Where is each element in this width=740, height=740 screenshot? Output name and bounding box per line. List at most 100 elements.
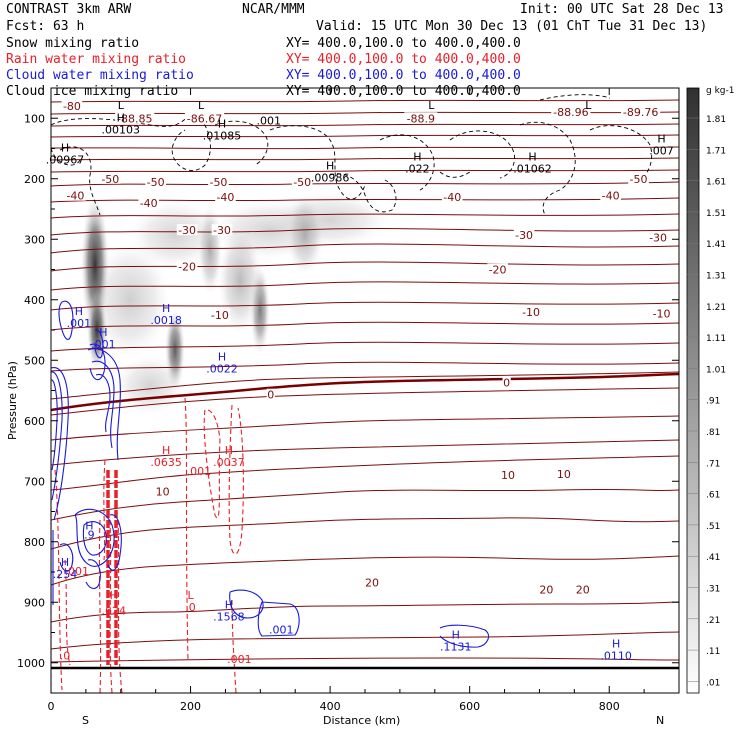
- contour-label-bg: [176, 224, 198, 236]
- contour-label-bg: [539, 583, 554, 595]
- model-title: CONTRAST 3km ARW: [6, 2, 131, 17]
- contour-label-bg: [621, 106, 661, 118]
- south-label: S: [82, 714, 89, 727]
- colorbar-label: 1.21: [706, 303, 726, 313]
- temperature-contour-label: -50: [293, 176, 311, 189]
- temperature-contour-label: -89.76: [623, 106, 658, 119]
- temperature-contour-label: -30: [213, 224, 231, 237]
- colorbar-label: .11: [706, 647, 720, 657]
- contour-label-bg: [404, 112, 438, 124]
- colorbar-label: .61: [706, 491, 720, 501]
- temperature-contour-label: -88.96: [553, 106, 588, 119]
- contour-label-bg: [647, 231, 669, 243]
- freezing-level-contour: [51, 372, 679, 412]
- axes: 0 200 400 600 800100200300400500600700800900…: [17, 87, 680, 713]
- temperature-contour-label: -80: [63, 100, 81, 113]
- colorbar-label: 1.51: [706, 209, 726, 219]
- temperature-contour-label: -50: [630, 173, 648, 186]
- contour-label-bg: [100, 172, 121, 184]
- x-tick-label: 200: [180, 700, 201, 713]
- contour-annotation: .001: [227, 653, 252, 666]
- field-name: Cloud water mixing ratio: [6, 68, 194, 83]
- y-tick-label: 400: [24, 294, 45, 307]
- temperature-contour-label: -50: [209, 176, 227, 189]
- colorbar-label: .91: [706, 397, 720, 407]
- field-section: XY= 400.0,100.0 to 400.0,400.0: [286, 68, 521, 83]
- colorbar-label: .01: [706, 678, 720, 688]
- contour-label-bg: [551, 106, 591, 118]
- contour-annotation: .9: [84, 529, 95, 542]
- temperature-contour-label: -40: [216, 191, 234, 204]
- colorbar-label: .51: [706, 522, 720, 532]
- north-label: N: [656, 714, 664, 727]
- extremum-marker: L: [585, 99, 592, 112]
- y-tick-label: 600: [24, 415, 45, 428]
- y-tick-label: 700: [24, 475, 45, 488]
- temperature-contour-label: -40: [443, 191, 461, 204]
- y-axis-title: Pressure (hPa): [6, 361, 19, 440]
- colorbar-label: 1.61: [706, 178, 726, 188]
- cloud-water-contours: [51, 300, 490, 648]
- field-name: Snow mixing ratio: [6, 36, 139, 51]
- org-label: NCAR/MMM: [242, 2, 305, 17]
- temperature-labels: -80 -88.85 -86.67 -88.9 -88.96 -89.76 -50 -50 -5…: [61, 100, 672, 597]
- cloud-ice-contours: [51, 94, 653, 216]
- contour-label-bg: [556, 467, 572, 479]
- extremum-marker: H: [218, 350, 226, 363]
- extremum-value: .00103: [102, 123, 141, 136]
- contour-label-bg: [155, 485, 170, 497]
- extremum-value: .254: [53, 568, 78, 581]
- colorbar-label: 1.41: [706, 240, 726, 250]
- temperature-contour-label: -30: [649, 231, 667, 244]
- extremum-marker: H: [225, 598, 233, 611]
- extremum-marker: H: [218, 117, 226, 130]
- temperature-contour-label: 10: [557, 468, 571, 481]
- contour-label-bg: [628, 172, 649, 184]
- temperature-contour-label: -10: [522, 306, 540, 319]
- contour-annotation: .001: [65, 565, 90, 578]
- extremum-marker: H: [85, 520, 93, 533]
- extremum-value: .0110: [600, 650, 632, 663]
- forecast-hour: Fcst: 63 h: [6, 19, 84, 34]
- contour-label-bg: [513, 229, 535, 241]
- temperature-contour-label: 10: [156, 486, 170, 499]
- y-tick-label: 1000: [17, 657, 45, 670]
- contour-label-bg: [145, 175, 166, 187]
- colorbar-label: .41: [706, 553, 720, 563]
- contour-label-bg: [487, 263, 508, 275]
- contour-label-bg: [184, 112, 225, 124]
- y-tick-label: 300: [24, 233, 45, 246]
- x-tick-label: 800: [599, 700, 620, 713]
- contour-annotation: .624: [102, 604, 127, 617]
- extremum-value: .1568: [213, 610, 245, 623]
- colorbar-label: .81: [706, 428, 720, 438]
- contour-label-bg: [215, 190, 236, 202]
- x-tick-label: 0: [48, 700, 55, 713]
- extremum-value: .001: [91, 338, 116, 351]
- field-name: Rain water mixing ratio: [6, 52, 186, 67]
- contour-label-bg: [61, 100, 83, 112]
- field-name: Cloud ice mixing ratio: [6, 84, 178, 99]
- init-time: Init: 00 UTC Sat 28 Dec 13: [520, 2, 724, 17]
- colorbar-label: 1.01: [706, 365, 726, 375]
- temperature-contour-label: 20: [576, 584, 590, 597]
- y-tick-label: 900: [24, 596, 45, 609]
- temperature-contour-label: -40: [140, 197, 158, 210]
- y-tick-label: 800: [24, 536, 45, 549]
- contour-annotation: .0: [60, 650, 71, 663]
- extremum-marker: L: [198, 99, 205, 112]
- x-tick-label: 600: [459, 700, 480, 713]
- extremum-marker: L: [187, 589, 194, 602]
- contour-label-bg: [209, 308, 231, 320]
- temperature-contour-label: -30: [515, 229, 533, 242]
- extremum-marker: H: [99, 326, 107, 339]
- extremum-value: .00986: [311, 172, 350, 185]
- contour-label-bg: [600, 189, 621, 201]
- extremum-marker: H: [413, 151, 421, 164]
- contour-label-bg: [176, 260, 198, 272]
- extremum-marker: H: [162, 444, 170, 457]
- temperature-contour-label: -20: [489, 264, 507, 277]
- colorbar-unit: g kg-1: [706, 86, 734, 96]
- extremum-marker: H: [528, 151, 536, 164]
- contour-label-bg: [291, 175, 313, 187]
